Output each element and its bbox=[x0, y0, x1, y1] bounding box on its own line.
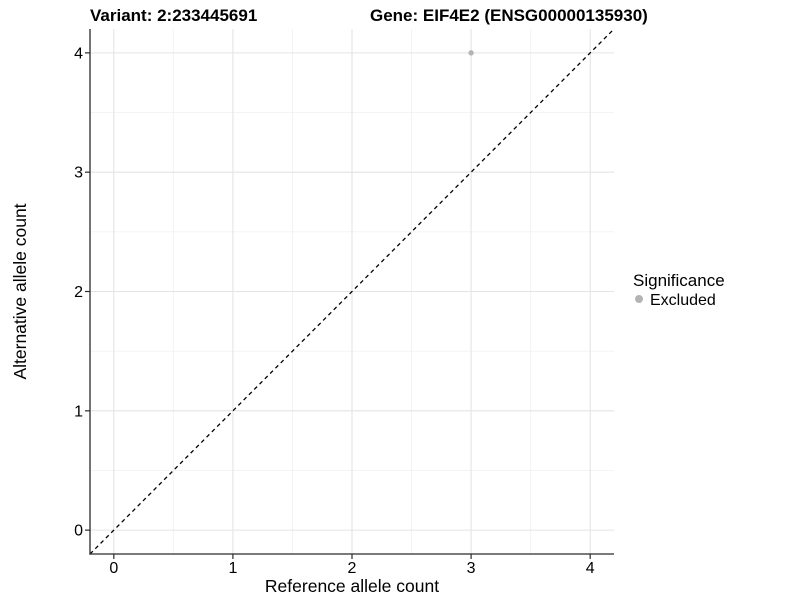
legend-label-excluded: Excluded bbox=[650, 292, 716, 309]
y-tick-label: 0 bbox=[74, 523, 83, 540]
plot-title-gene: Gene: EIF4E2 (ENSG00000135930) bbox=[370, 6, 648, 25]
legend: Significance Excluded bbox=[633, 271, 725, 309]
x-tick-label: 3 bbox=[467, 560, 476, 577]
y-axis-title: Alternative allele count bbox=[10, 203, 30, 379]
legend-marker-excluded bbox=[635, 295, 643, 303]
x-tick-label: 4 bbox=[586, 560, 595, 577]
data-points bbox=[468, 50, 474, 56]
y-tick-label: 2 bbox=[74, 284, 83, 301]
y-tick-label: 4 bbox=[74, 45, 83, 62]
x-tick-label: 0 bbox=[109, 560, 118, 577]
plot-title-variant: Variant: 2:233445691 bbox=[90, 6, 257, 25]
y-tick-label: 3 bbox=[74, 165, 83, 182]
legend-title: Significance bbox=[633, 271, 725, 290]
tick-marks bbox=[85, 52, 591, 559]
legend-entries: Excluded bbox=[635, 292, 716, 309]
x-tick-labels: 0 1 2 3 4 bbox=[109, 560, 594, 577]
x-axis-title: Reference allele count bbox=[265, 576, 439, 596]
x-tick-label: 1 bbox=[228, 560, 237, 577]
data-point-excluded bbox=[468, 50, 474, 56]
x-tick-label: 2 bbox=[348, 560, 357, 577]
y-tick-label: 1 bbox=[74, 403, 83, 420]
identity-reference-line bbox=[89, 28, 615, 555]
y-tick-labels: 0 1 2 3 4 bbox=[74, 45, 83, 539]
